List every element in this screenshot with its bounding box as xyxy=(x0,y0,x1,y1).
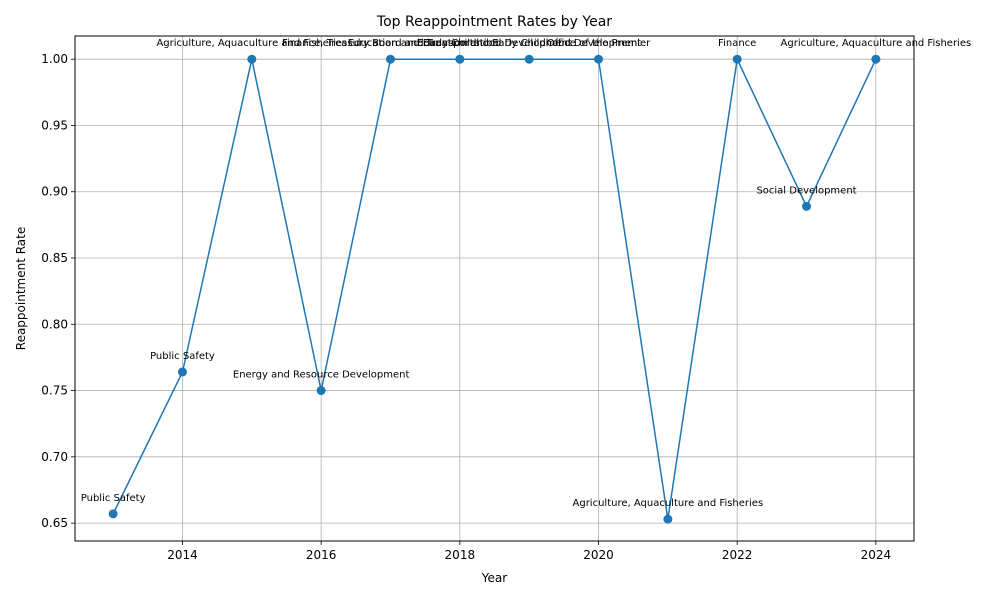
point-annotation: Finance xyxy=(718,38,756,49)
point-annotation: Public Safety xyxy=(150,351,215,362)
axis-ticks: 2014 2016 2018 2020 2022 2024 0.65 0.70 0.75 0.80… xyxy=(41,52,891,562)
point-annotation: Education and Early Childhood Developmen… xyxy=(348,38,572,49)
point-annotation: Energy and Resource Development xyxy=(233,370,410,381)
chart-title: Top Reappointment Rates by Year xyxy=(376,14,612,30)
point-annotation: Education and Early Childhood Developmen… xyxy=(417,38,641,49)
data-point xyxy=(108,509,118,519)
y-tick-label: 0.75 xyxy=(41,384,68,398)
x-tick-label: 2024 xyxy=(861,548,892,562)
data-point xyxy=(732,54,742,64)
point-annotation: Agriculture, Aquaculture and Fisheries xyxy=(156,38,347,49)
y-tick-label: 0.65 xyxy=(41,516,68,530)
x-tick-label: 2014 xyxy=(167,548,198,562)
data-point xyxy=(247,54,257,64)
point-annotation: Agriculture, Aquaculture and Fisheries xyxy=(573,498,764,509)
x-tick-label: 2022 xyxy=(722,548,753,562)
series-line xyxy=(112,56,877,520)
y-tick-label: 0.95 xyxy=(41,118,68,132)
y-tick-label: 1.00 xyxy=(41,52,68,66)
data-point xyxy=(524,54,534,64)
data-point xyxy=(594,54,604,64)
x-tick-label: 2016 xyxy=(306,548,337,562)
x-axis-label: Year xyxy=(481,571,507,585)
y-tick-label: 0.70 xyxy=(41,450,68,464)
data-point xyxy=(177,367,187,377)
y-axis-label: Reappointment Rate xyxy=(14,227,28,350)
point-annotation: Agriculture, Aquaculture and Fisheries xyxy=(781,38,972,49)
annotations: Public Safety Public Safety Agriculture, A… xyxy=(81,38,971,509)
x-tick-label: 2018 xyxy=(445,548,476,562)
point-annotation: Finance, Treasury Board and Transportati… xyxy=(282,38,499,49)
data-point xyxy=(316,386,326,396)
y-tick-label: 0.85 xyxy=(41,251,68,265)
data-point xyxy=(455,54,465,64)
data-point xyxy=(802,201,812,211)
point-annotation: Social Development xyxy=(756,185,856,196)
x-tick-label: 2020 xyxy=(583,548,614,562)
plot-area-frame xyxy=(74,35,915,542)
point-annotation: Office of the Premier xyxy=(547,38,651,49)
y-tick-label: 0.80 xyxy=(41,317,68,331)
data-point xyxy=(385,54,395,64)
series-layer xyxy=(108,54,881,524)
y-tick-label: 0.90 xyxy=(41,185,68,199)
data-point xyxy=(663,514,673,524)
data-point xyxy=(871,54,881,64)
point-annotation: Public Safety xyxy=(81,493,146,504)
